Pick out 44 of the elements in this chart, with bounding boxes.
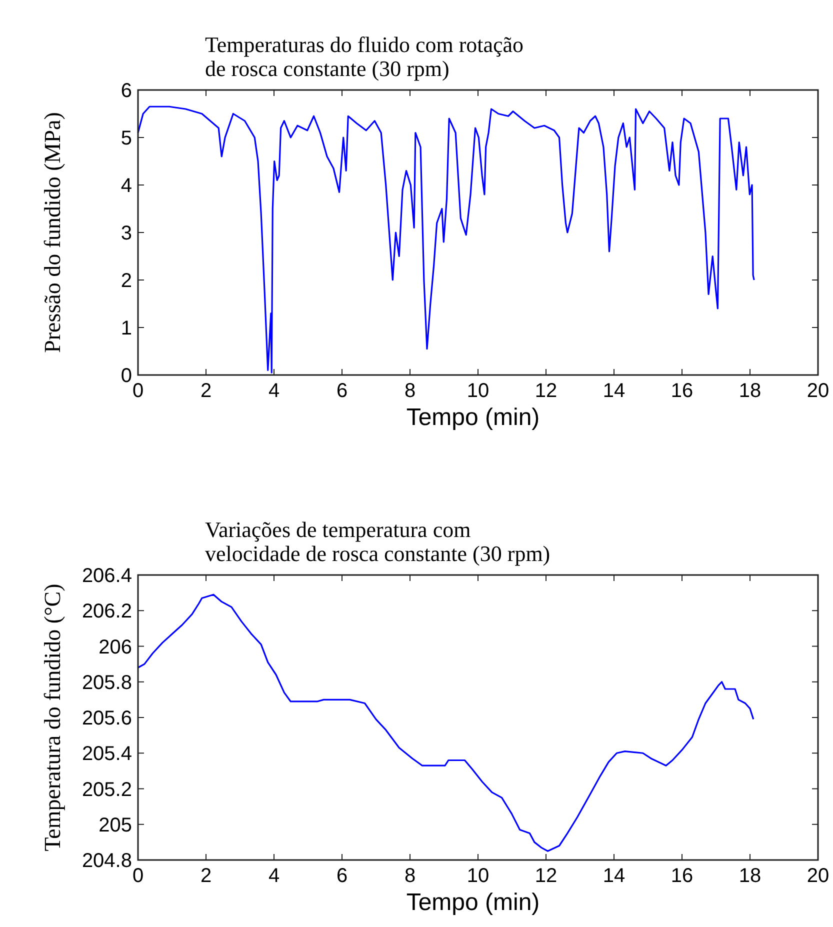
x-tick-label: 20 [806, 380, 830, 402]
x-tick-label: 14 [602, 865, 626, 887]
y-tick-label: 206 [98, 636, 132, 658]
y-tick-label: 205.2 [82, 778, 132, 801]
y-tick-label: 205.4 [82, 743, 132, 766]
y-tick-label: 204.8 [82, 850, 132, 872]
y-axis-title: Temperatura do fundido (°C) [40, 584, 65, 852]
x-tick-label: 20 [806, 865, 830, 887]
x-tick-label: 12 [534, 380, 558, 402]
y-tick-label: 1 [120, 318, 132, 340]
y-tick-label: 0 [120, 365, 132, 387]
x-tick-label: 12 [534, 865, 558, 887]
x-tick-label: 4 [268, 380, 280, 402]
x-tick-label: 4 [268, 865, 280, 887]
x-tick-label: 18 [738, 380, 762, 402]
x-tick-label: 10 [466, 380, 490, 402]
line-series [137, 106, 755, 374]
x-tick-label: 2 [200, 865, 212, 887]
y-tick-label: 205.6 [82, 708, 132, 730]
x-tick-label: 18 [738, 865, 762, 887]
x-tick-label: 16 [670, 380, 694, 402]
x-axis-title: Tempo (min) [406, 404, 540, 431]
y-tick-label: 4 [120, 175, 132, 197]
y-tick-label: 205.8 [82, 672, 132, 694]
y-tick-label: 206.4 [82, 565, 132, 587]
x-tick-label: 6 [336, 380, 348, 402]
line-series [137, 594, 754, 852]
x-tick-label: 8 [404, 865, 416, 887]
x-tick-label: 14 [602, 380, 626, 402]
y-tick-label: 206.2 [82, 600, 132, 623]
chart-title: Variações de temperatura com velocidade de rosca constante (30 rpm) [205, 517, 550, 566]
x-tick-label: 6 [336, 865, 348, 887]
x-tick-label: 8 [404, 380, 416, 402]
y-tick-label: 2 [120, 270, 132, 292]
chart-title: Temperaturas do fluido com rotação de rosca constante (30 rpm) [205, 32, 524, 81]
y-tick-label: 205 [98, 814, 132, 836]
y-tick-label: 3 [120, 222, 132, 244]
y-tick-label: 6 [120, 80, 132, 102]
x-tick-label: 10 [466, 865, 490, 887]
y-tick-label: 5 [120, 128, 132, 150]
x-tick-label: 2 [200, 380, 212, 402]
y-axis-title: Pressão do fundido (MPa) [40, 112, 65, 353]
x-axis-title: Tempo (min) [406, 889, 540, 916]
x-tick-label: 16 [670, 865, 694, 887]
